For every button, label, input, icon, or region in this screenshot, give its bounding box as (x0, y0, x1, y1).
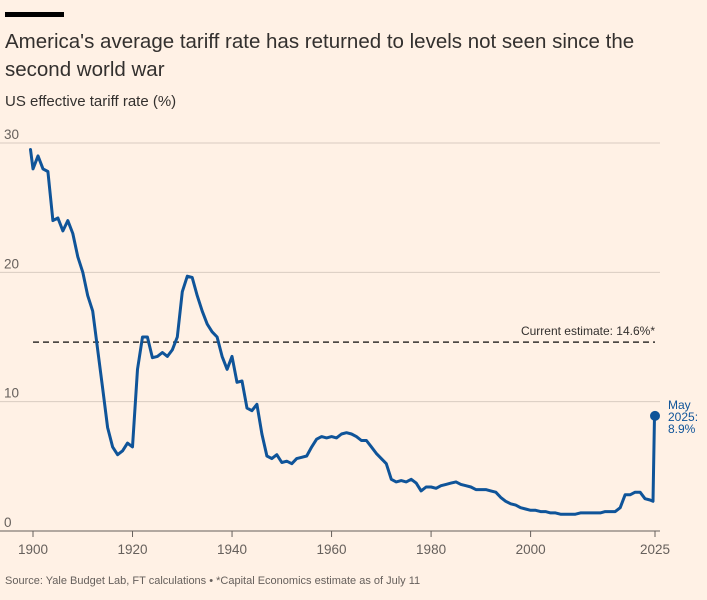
brand-bar (5, 12, 64, 17)
gridlines (0, 142, 660, 403)
chart-subtitle: US effective tariff rate (%) (5, 93, 177, 110)
end-label-line: 2025: (668, 410, 698, 424)
x-tick-label: 1960 (317, 542, 347, 557)
y-tick-label: 10 (4, 386, 19, 401)
source-note: Source: Yale Budget Lab, FT calculations… (5, 575, 421, 587)
series-line-tariff-rate (29, 148, 656, 516)
x-tick-label: 1900 (18, 542, 48, 557)
end-point-marker (650, 410, 660, 421)
y-axis-ticks: 0 10 20 30 (4, 127, 19, 530)
y-tick-label: 20 (4, 256, 19, 271)
series-group (29, 148, 656, 516)
x-axis: 1900 1920 1940 1960 1980 2000 2025 (0, 530, 670, 557)
x-tick-label: 1980 (416, 542, 446, 557)
x-tick-label: 1920 (117, 542, 147, 557)
y-tick-label: 0 (4, 515, 12, 530)
x-tick-label: 2000 (516, 542, 546, 557)
x-tick-label: 2025 (640, 542, 670, 557)
end-label-line: May (668, 398, 691, 412)
reference-label: Current estimate: 14.6%* (521, 324, 655, 338)
y-tick-label: 30 (4, 127, 19, 142)
x-tick-label: 1940 (217, 542, 247, 557)
end-label-line: 8.9% (668, 422, 696, 436)
reference-line-group: Current estimate: 14.6%* (33, 324, 655, 343)
chart-title: America's average tariff rate has return… (5, 30, 635, 81)
